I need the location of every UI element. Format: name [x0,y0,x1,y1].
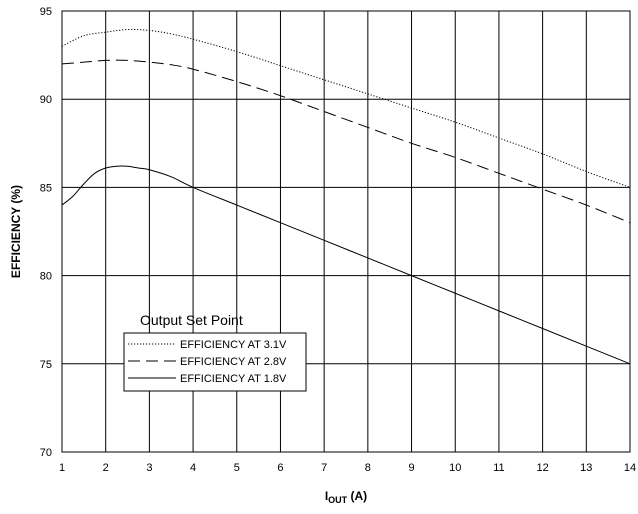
x-tick-label: 11 [493,462,504,474]
x-tick-label: 3 [146,462,152,474]
legend-items: EFFICIENCY AT 3.1V EFFICIENCY AT 2.8V EFFI… [128,339,287,385]
legend-label-3: EFFICIENCY AT 1.8V [180,373,287,385]
x-tick-label: 5 [234,462,240,474]
x-axis-label-unit: (A) [347,489,367,503]
x-tick-label: 6 [277,462,283,474]
series-line-3 [61,165,631,365]
y-tick-label: 95 [40,6,52,18]
x-tick-label: 10 [449,462,461,474]
legend-title: Output Set Point [140,312,243,328]
series-line-2 [61,59,631,224]
x-tick-label: 13 [580,462,592,474]
x-axis-label-subscript: OUT [328,495,348,505]
legend-label-1: EFFICIENCY AT 3.1V [180,339,287,351]
y-axis-ticks: 70 75 80 85 90 95 [40,6,52,459]
y-tick-label: 80 [40,271,52,283]
y-axis-label: EFFICIENCY (%) [9,185,23,278]
series-line-1 [61,28,631,188]
x-axis-label-main: I [325,489,328,503]
x-tick-label: 14 [624,462,636,474]
y-tick-label: 75 [40,359,52,371]
x-tick-label: 8 [365,462,371,474]
y-tick-label: 70 [40,447,52,459]
x-tick-label: 12 [536,462,548,474]
x-tick-label: 7 [321,462,327,474]
legend-label-2: EFFICIENCY AT 2.8V [180,356,287,368]
y-tick-label: 85 [40,182,52,194]
series-group [61,28,631,365]
x-axis-ticks: 1 2 3 4 5 6 7 8 9 10 11 12 13 14 [59,462,636,474]
legend-box [123,332,307,392]
legend: Output Set Point EFFICIENCY AT 3.1VEFFIC… [123,312,307,392]
x-tick-label: 9 [408,462,414,474]
plot-frame [61,10,631,453]
y-tick-label: 90 [40,94,52,106]
x-tick-label: 4 [190,462,196,474]
x-axis-label: IOUT (A) [325,489,367,505]
x-tick-label: 2 [103,462,109,474]
x-tick-label: 1 [59,462,65,474]
